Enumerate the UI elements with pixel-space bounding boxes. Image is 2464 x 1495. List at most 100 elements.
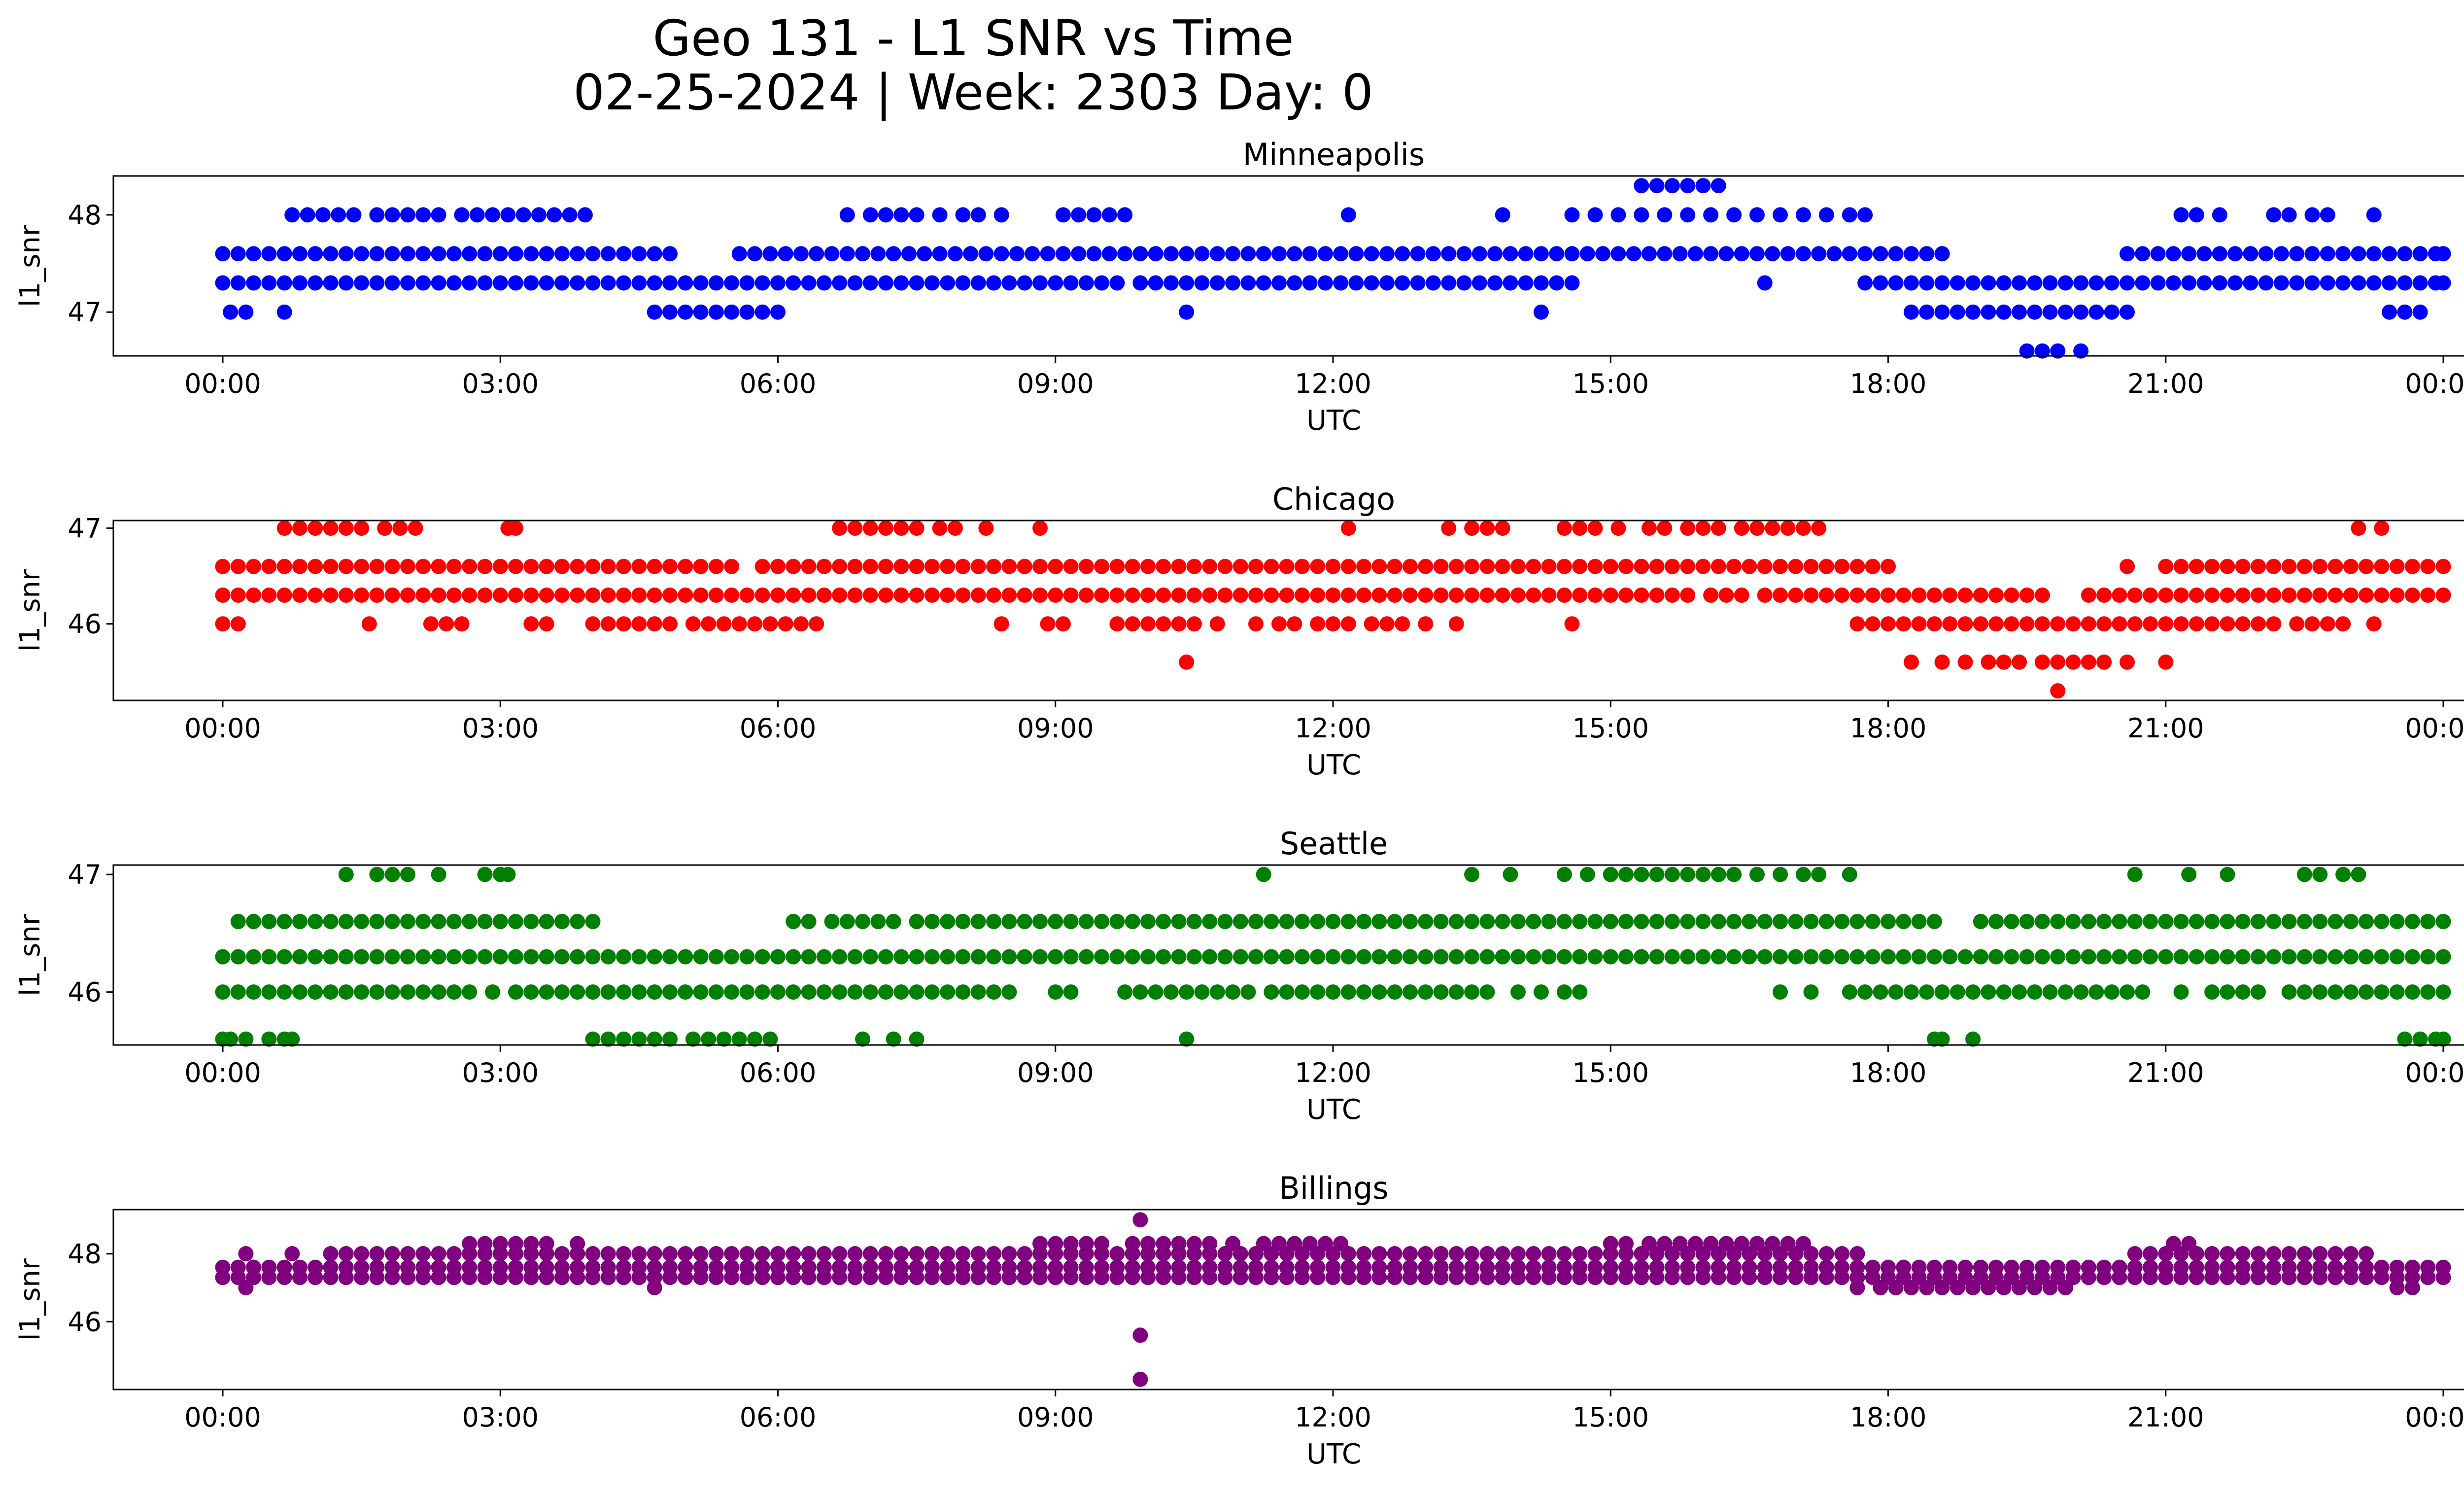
data-point [1988,616,2004,632]
data-point [2050,654,2066,670]
data-point [1881,587,1896,603]
data-point [2404,914,2420,929]
data-point [2304,616,2320,632]
data-point [1826,246,1842,262]
data-point [215,587,231,603]
data-point [678,304,693,320]
data-point [1310,616,1326,632]
data-point [600,949,616,965]
data-point [1988,587,2004,603]
data-point [1078,1270,1094,1286]
data-point [1533,304,1549,320]
data-point [1788,949,1804,965]
data-point [2281,984,2297,1000]
data-point [1849,949,1865,965]
data-point [2343,558,2359,574]
data-point [2220,914,2235,929]
data-point [446,587,462,603]
data-point [2435,914,2451,929]
data-point [1194,275,1210,291]
data-point [2019,616,2035,632]
data-point [1587,207,1603,223]
data-point [292,1270,308,1286]
data-point [2173,207,2189,223]
data-point [2335,616,2351,632]
data-point [847,984,863,1000]
data-point [1279,949,1295,965]
data-point [539,949,554,965]
data-point [1981,654,1996,670]
data-point [1541,558,1557,574]
data-point [1071,246,1087,262]
data-point [462,1246,478,1261]
data-point [1109,914,1125,929]
data-point [1642,246,1657,262]
data-point [1294,949,1310,965]
data-point [2150,246,2166,262]
data-point [1140,914,1156,929]
data-point [1464,949,1480,965]
data-point [308,246,323,262]
data-point [384,207,400,223]
x-tick-label: 21:00 [2127,368,2204,399]
x-tick-label: 03:00 [462,713,539,744]
data-point [955,587,971,603]
data-point [1726,1246,1742,1261]
data-point [1934,246,1950,262]
data-point [462,246,478,262]
data-point [1310,558,1326,574]
data-point [1371,1270,1387,1286]
data-point [1919,275,1935,291]
data-point [1325,984,1341,1000]
data-point [893,1270,909,1286]
data-point [847,558,863,574]
data-point [1464,558,1480,574]
data-point [1495,949,1510,965]
data-point [970,1246,986,1261]
data-point [1773,1270,1788,1286]
data-point [1403,984,1418,1000]
data-point [2158,914,2174,929]
data-point [2343,1270,2359,1286]
data-point [816,1270,832,1286]
data-point [2374,558,2390,574]
data-point [462,949,478,965]
data-point [1202,558,1218,574]
data-point [1001,1270,1017,1286]
data-point [508,1270,523,1286]
data-point [2096,654,2112,670]
data-point [1078,558,1094,574]
data-point [701,1031,717,1047]
data-point [539,275,554,291]
data-point [824,246,840,262]
data-point [616,275,632,291]
data-point [708,275,724,291]
data-point [2374,587,2390,603]
data-point [2212,246,2227,262]
data-point [1934,275,1950,291]
data-point [2027,304,2043,320]
data-point [1603,914,1618,929]
data-point [616,984,632,1000]
data-point [862,558,878,574]
data-point [1642,521,1657,536]
data-point [1217,949,1233,965]
data-point [878,984,893,1000]
data-point [1510,1246,1526,1261]
x-tick-label: 09:00 [1017,713,1094,744]
data-point [246,275,262,291]
data-point [647,304,662,320]
data-point [462,1270,478,1286]
data-point [909,914,924,929]
x-tick-label: 00:00 [2405,1057,2464,1088]
data-point [338,246,354,262]
data-point [1264,558,1279,574]
data-point [2251,616,2266,632]
data-point [986,558,1002,574]
data-point [1518,246,1534,262]
data-point [1664,1246,1680,1261]
data-point [1156,616,1171,632]
data-point [1132,1371,1148,1387]
data-point [1603,587,1618,603]
data-point [2158,1246,2174,1261]
